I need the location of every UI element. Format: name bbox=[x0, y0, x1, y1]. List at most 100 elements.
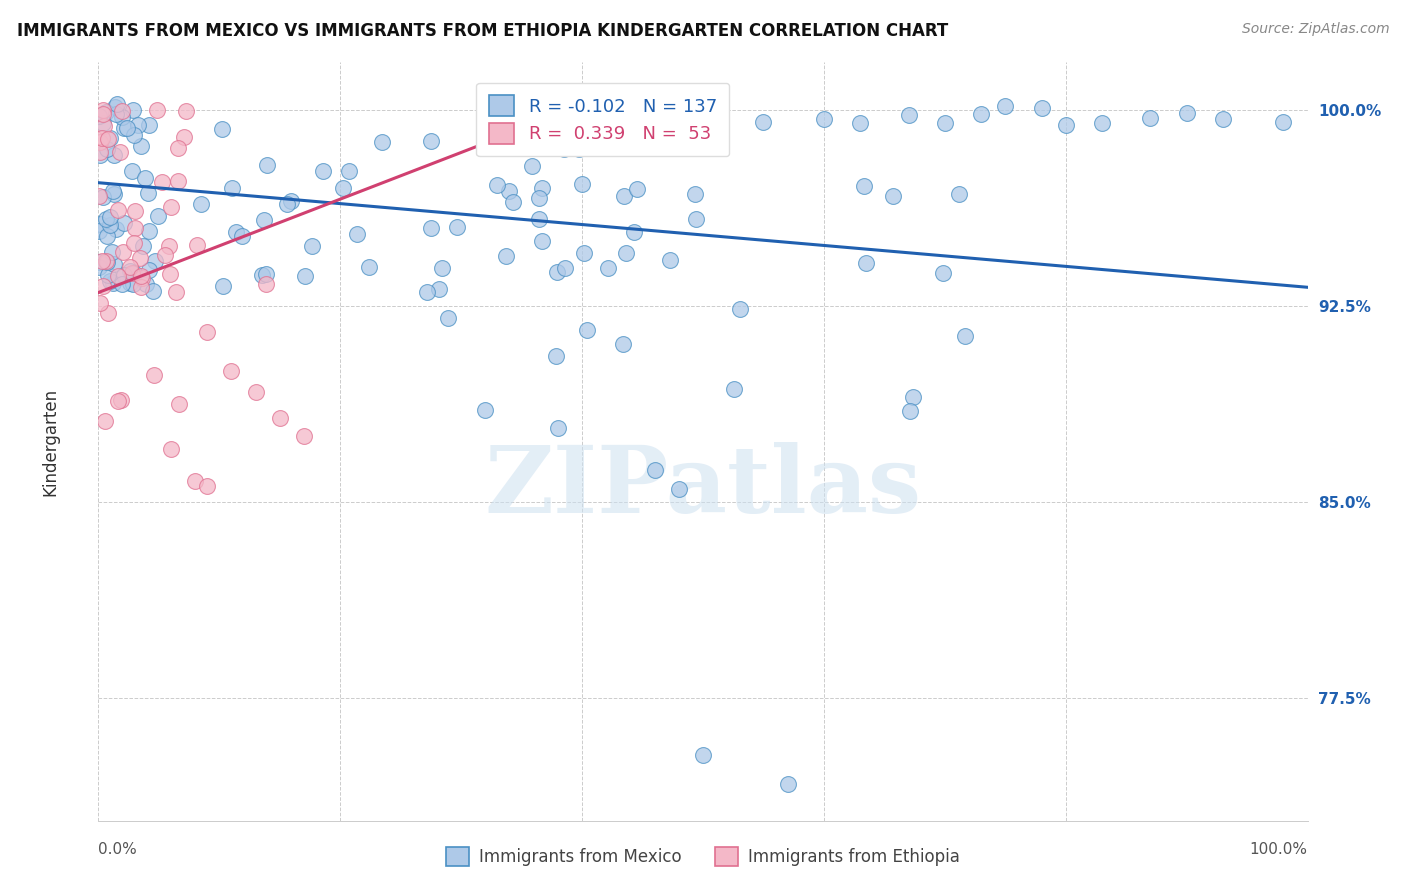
Point bbox=[728, 302, 751, 317]
Point bbox=[658, 253, 681, 268]
Point bbox=[115, 121, 138, 136]
Point bbox=[129, 251, 152, 265]
Point bbox=[623, 226, 645, 240]
Point bbox=[103, 186, 125, 201]
Point bbox=[91, 190, 114, 204]
Point bbox=[91, 254, 114, 268]
Point bbox=[128, 118, 150, 132]
Point bbox=[529, 192, 551, 206]
Point bbox=[546, 265, 568, 279]
Point bbox=[122, 103, 145, 118]
Point bbox=[692, 748, 714, 763]
Point bbox=[245, 384, 267, 399]
Point bbox=[427, 282, 450, 296]
Point bbox=[167, 140, 190, 154]
Point bbox=[150, 175, 173, 189]
Point bbox=[98, 218, 121, 232]
Point bbox=[254, 268, 277, 282]
Point bbox=[371, 135, 394, 149]
Point bbox=[553, 142, 575, 156]
Point bbox=[184, 474, 207, 488]
Point bbox=[112, 120, 135, 135]
Point bbox=[606, 130, 628, 145]
Point bbox=[1212, 112, 1234, 126]
Point bbox=[575, 323, 598, 337]
Point bbox=[124, 128, 146, 143]
Point bbox=[1175, 105, 1198, 120]
Point bbox=[143, 368, 166, 382]
Point bbox=[970, 107, 993, 121]
Point bbox=[134, 170, 156, 185]
Point bbox=[89, 255, 111, 269]
Point bbox=[530, 181, 553, 195]
Point bbox=[131, 279, 153, 293]
Point bbox=[527, 212, 550, 227]
Point bbox=[105, 222, 128, 236]
Point bbox=[98, 211, 121, 225]
Text: IMMIGRANTS FROM MEXICO VS IMMIGRANTS FROM ETHIOPIA KINDERGARTEN CORRELATION CHAR: IMMIGRANTS FROM MEXICO VS IMMIGRANTS FRO… bbox=[17, 22, 948, 40]
Point bbox=[98, 130, 121, 145]
Point bbox=[897, 107, 920, 121]
Point bbox=[89, 145, 111, 160]
Point bbox=[132, 239, 155, 253]
Point bbox=[111, 103, 134, 118]
Point bbox=[91, 116, 114, 130]
Point bbox=[97, 306, 120, 320]
Point bbox=[112, 244, 135, 259]
Point bbox=[571, 178, 593, 192]
Point bbox=[124, 203, 146, 218]
Point bbox=[174, 103, 197, 118]
Point bbox=[520, 159, 543, 173]
Point bbox=[221, 181, 243, 195]
Point bbox=[432, 261, 454, 276]
Point bbox=[1031, 101, 1053, 115]
Point bbox=[101, 276, 124, 290]
Point bbox=[644, 463, 666, 477]
Point bbox=[165, 285, 187, 299]
Point bbox=[752, 115, 775, 129]
Point bbox=[253, 213, 276, 227]
Point bbox=[292, 429, 315, 443]
Text: ZIPatlas: ZIPatlas bbox=[485, 442, 921, 532]
Point bbox=[294, 268, 316, 283]
Point bbox=[103, 147, 125, 161]
Point bbox=[173, 129, 195, 144]
Point bbox=[91, 130, 114, 145]
Point bbox=[146, 103, 169, 117]
Point bbox=[626, 182, 648, 196]
Point bbox=[166, 174, 188, 188]
Point bbox=[120, 276, 142, 290]
Point bbox=[269, 411, 291, 425]
Point bbox=[91, 278, 114, 293]
Point bbox=[167, 397, 190, 411]
Point bbox=[613, 189, 636, 203]
Point bbox=[256, 158, 278, 172]
Point bbox=[110, 393, 132, 408]
Point bbox=[142, 285, 165, 299]
Point bbox=[89, 109, 111, 123]
Point bbox=[107, 268, 129, 283]
Point bbox=[105, 107, 128, 121]
Point bbox=[122, 266, 145, 280]
Point bbox=[683, 187, 706, 202]
Point bbox=[138, 224, 160, 238]
Point bbox=[138, 118, 160, 132]
Point bbox=[1091, 116, 1114, 130]
Point bbox=[301, 238, 323, 252]
Point bbox=[89, 260, 111, 274]
Point bbox=[143, 254, 166, 268]
Point bbox=[1272, 115, 1295, 129]
Point bbox=[495, 249, 517, 263]
Point bbox=[994, 99, 1017, 113]
Point bbox=[574, 245, 596, 260]
Point bbox=[111, 110, 134, 124]
Point bbox=[855, 256, 877, 270]
Point bbox=[1054, 119, 1077, 133]
Point bbox=[276, 197, 298, 211]
Point bbox=[135, 277, 157, 292]
Point bbox=[89, 148, 111, 162]
Point bbox=[685, 212, 707, 227]
Point bbox=[416, 285, 439, 299]
Legend: Immigrants from Mexico, Immigrants from Ethiopia: Immigrants from Mexico, Immigrants from … bbox=[439, 840, 967, 873]
Point bbox=[159, 267, 181, 281]
